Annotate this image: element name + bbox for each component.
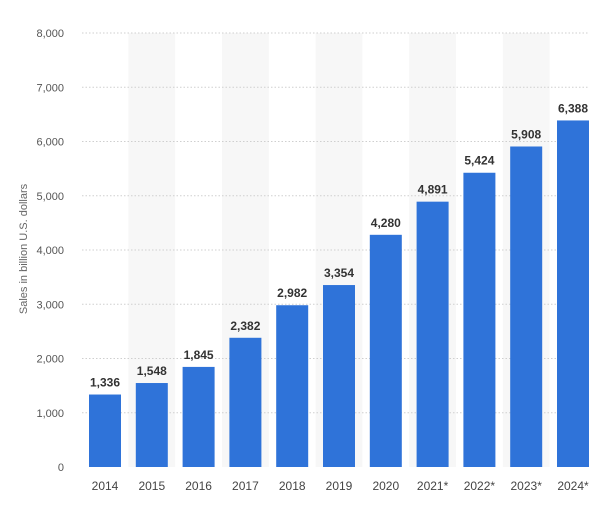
x-tick-label: 2018: [279, 479, 306, 493]
y-tick-label: 3,000: [36, 299, 64, 311]
data-labels: 1,336 1,548 1,845 2,382 2,982 3,354 4,280 4,891…: [90, 101, 588, 389]
bar[interactable]: [416, 201, 449, 467]
x-tick-label: 2016: [185, 479, 212, 493]
bar[interactable]: [369, 234, 402, 467]
bar[interactable]: [182, 366, 215, 467]
bar[interactable]: [510, 146, 543, 467]
x-tick-label: 2020: [372, 479, 399, 493]
y-tick-label: 0: [58, 462, 64, 474]
data-label: 6,388: [558, 101, 588, 115]
y-tick-label: 4,000: [36, 245, 64, 257]
x-tick-label: 2023*: [511, 479, 543, 493]
bar[interactable]: [463, 172, 496, 468]
data-label: 1,548: [137, 364, 167, 378]
bar[interactable]: [135, 383, 168, 467]
y-axis-title: Sales in billion U.S. dollars: [18, 183, 30, 314]
data-label: 2,982: [277, 286, 307, 300]
data-label: 1,845: [184, 348, 214, 362]
y-tick-label: 5,000: [36, 191, 64, 203]
y-tick-label: 1,000: [36, 408, 64, 420]
data-label: 4,280: [371, 216, 401, 230]
y-tick-label: 8,000: [36, 28, 64, 40]
x-axis-ticks: 2014 2015 2016 2017 2018 2019 2020 2021* 2022* 20…: [92, 479, 589, 493]
bar[interactable]: [323, 285, 355, 467]
bar[interactable]: [276, 305, 309, 467]
data-label: 5,908: [511, 127, 541, 141]
y-tick-label: 2,000: [36, 354, 64, 366]
data-label: 1,336: [90, 376, 120, 390]
bar[interactable]: [229, 337, 262, 467]
x-tick-label: 2014: [92, 479, 119, 493]
x-tick-label: 2024*: [557, 479, 589, 493]
x-tick-label: 2022*: [464, 479, 496, 493]
data-label: 4,891: [418, 183, 448, 197]
x-tick-label: 2019: [326, 479, 353, 493]
x-tick-label: 2017: [232, 479, 259, 493]
data-label: 2,382: [230, 319, 260, 333]
bars: [89, 120, 589, 468]
data-label: 5,424: [464, 154, 494, 168]
y-tick-label: 6,000: [36, 137, 64, 149]
data-label: 3,354: [324, 266, 354, 280]
y-axis-ticks: 0 1,000 2,000 3,000 4,000 5,000 6,000 7,000 8,00…: [36, 28, 64, 474]
y-tick-label: 7,000: [36, 82, 64, 94]
bar[interactable]: [557, 120, 589, 468]
x-tick-label: 2021*: [417, 479, 449, 493]
x-tick-label: 2015: [138, 479, 165, 493]
bar[interactable]: [89, 394, 121, 467]
